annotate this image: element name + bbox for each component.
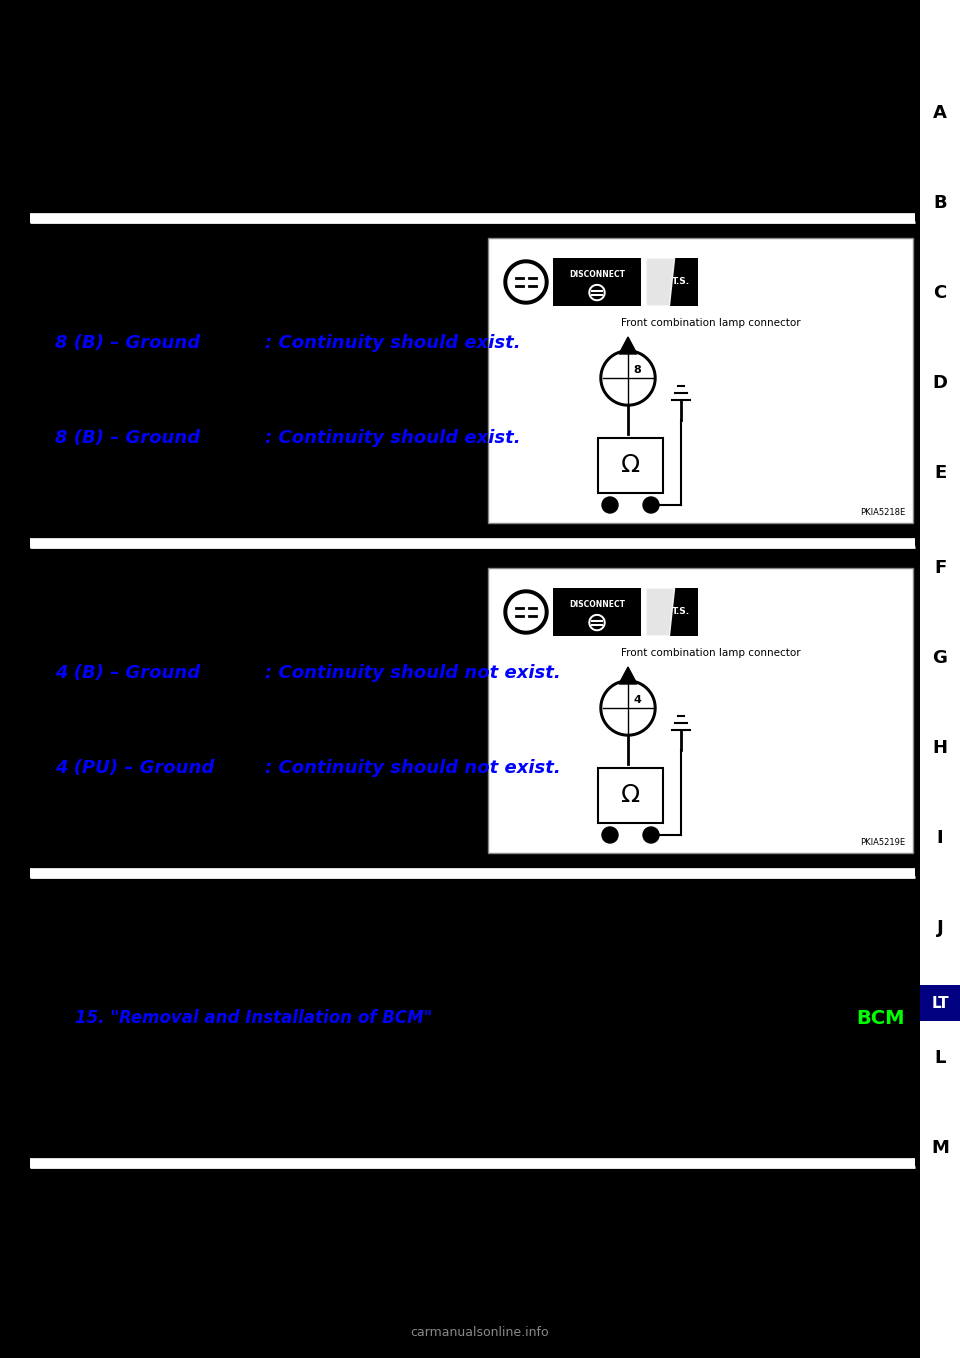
Polygon shape xyxy=(591,287,603,299)
Text: J: J xyxy=(937,919,944,937)
Bar xyxy=(0,223,920,549)
Text: Ω: Ω xyxy=(621,784,640,808)
Polygon shape xyxy=(646,588,675,636)
Polygon shape xyxy=(504,259,548,304)
Text: 4 (B) – Ground: 4 (B) – Ground xyxy=(55,664,200,682)
Bar xyxy=(0,1168,920,1358)
Polygon shape xyxy=(589,615,605,630)
Text: G: G xyxy=(932,649,948,667)
Bar xyxy=(920,0,960,1358)
Bar xyxy=(0,879,920,1168)
Text: I: I xyxy=(937,828,944,847)
Polygon shape xyxy=(646,258,675,306)
Circle shape xyxy=(643,827,659,843)
Text: DISCONNECT: DISCONNECT xyxy=(569,270,625,280)
Bar xyxy=(0,549,920,879)
Bar xyxy=(488,238,913,523)
Bar xyxy=(598,439,663,493)
Text: : Continuity should exist.: : Continuity should exist. xyxy=(265,334,520,352)
Polygon shape xyxy=(603,353,653,403)
Text: E: E xyxy=(934,464,947,482)
Text: C: C xyxy=(933,284,947,301)
Text: PKIA5218E: PKIA5218E xyxy=(860,508,905,517)
Text: : Continuity should not exist.: : Continuity should not exist. xyxy=(265,664,561,682)
Polygon shape xyxy=(504,589,548,634)
Text: 8: 8 xyxy=(634,365,641,375)
Bar xyxy=(488,568,913,853)
Bar xyxy=(553,588,641,636)
Polygon shape xyxy=(591,617,603,629)
Text: DISCONNECT: DISCONNECT xyxy=(569,600,625,610)
Bar xyxy=(646,588,698,636)
Text: M: M xyxy=(931,1139,948,1157)
Polygon shape xyxy=(589,285,605,300)
Text: F: F xyxy=(934,559,947,577)
Text: Front combination lamp connector: Front combination lamp connector xyxy=(621,318,801,329)
Circle shape xyxy=(643,497,659,513)
Circle shape xyxy=(602,497,618,513)
Text: 4: 4 xyxy=(633,695,641,705)
Text: L: L xyxy=(934,1048,946,1067)
Bar xyxy=(646,258,698,306)
Text: T.S.: T.S. xyxy=(672,277,690,287)
Polygon shape xyxy=(619,667,637,684)
Polygon shape xyxy=(603,683,653,733)
Bar xyxy=(920,985,960,1021)
Text: 8 (B) – Ground: 8 (B) – Ground xyxy=(55,334,200,352)
Circle shape xyxy=(602,827,618,843)
Text: 15. "Removal and Installation of BCM": 15. "Removal and Installation of BCM" xyxy=(75,1009,432,1027)
Text: LT: LT xyxy=(931,995,948,1010)
Text: PKIA5219E: PKIA5219E xyxy=(860,838,905,847)
Bar xyxy=(598,769,663,823)
Text: : Continuity should not exist.: : Continuity should not exist. xyxy=(265,759,561,777)
Polygon shape xyxy=(508,263,544,300)
Text: A: A xyxy=(933,105,947,122)
Text: 4 (PU) – Ground: 4 (PU) – Ground xyxy=(55,759,214,777)
Bar xyxy=(553,258,641,306)
Polygon shape xyxy=(600,350,656,406)
Polygon shape xyxy=(508,593,544,630)
Text: Ω: Ω xyxy=(621,454,640,478)
Text: : Continuity should exist.: : Continuity should exist. xyxy=(265,429,520,447)
Text: BCM: BCM xyxy=(856,1009,905,1028)
Text: carmanualsonline.info: carmanualsonline.info xyxy=(411,1327,549,1339)
Text: 8 (B) – Ground: 8 (B) – Ground xyxy=(55,429,200,447)
Text: T.S.: T.S. xyxy=(672,607,690,617)
Bar xyxy=(0,0,920,155)
Text: Front combination lamp connector: Front combination lamp connector xyxy=(621,648,801,659)
Text: D: D xyxy=(932,373,948,392)
Text: H: H xyxy=(932,739,948,756)
Polygon shape xyxy=(619,337,637,354)
Text: B: B xyxy=(933,194,947,212)
Polygon shape xyxy=(600,680,656,736)
